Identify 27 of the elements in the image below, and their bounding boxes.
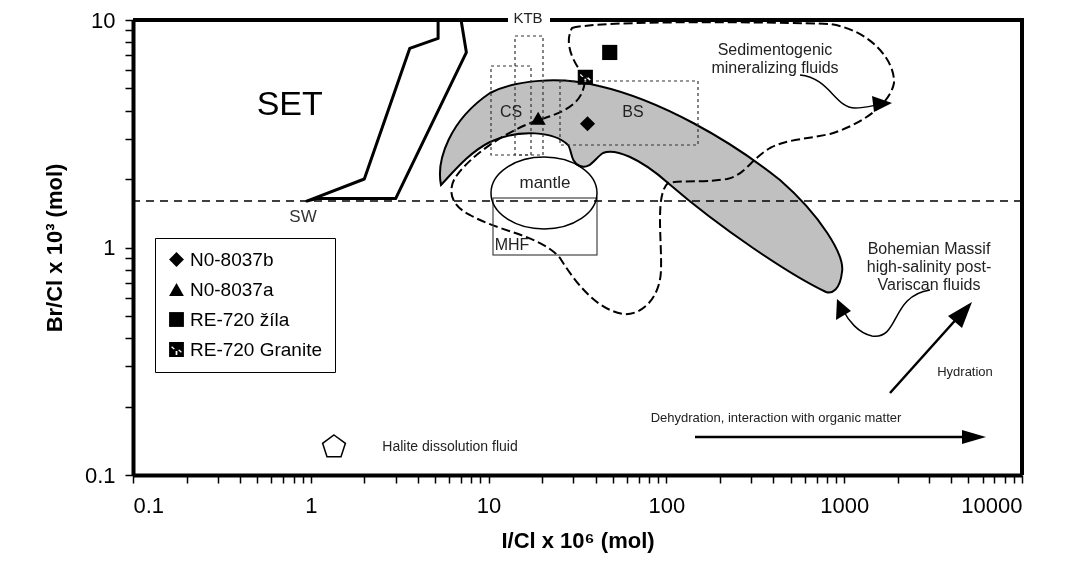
- annotation: CS: [499, 103, 523, 120]
- legend-label: N0-8037b: [190, 248, 274, 270]
- y-tick-label: 10: [91, 7, 116, 33]
- ref-line-label: SW: [289, 207, 317, 227]
- annotation: Sedimentogenic mineralizing fluids: [711, 41, 839, 76]
- annotation: mantle: [519, 173, 571, 192]
- annotation: Bohemian Massif high-salinity post- Variscan fluids: [866, 240, 992, 293]
- x-tick-label: 1000: [820, 492, 870, 518]
- x-tick-label: 100: [648, 492, 686, 518]
- series-label: SET: [256, 84, 323, 123]
- y-axis-title: Br/Cl x 10³ (mol): [41, 163, 67, 333]
- legend-label: N0-8037a: [190, 278, 274, 300]
- x-axis-title: I/Cl x 10⁶ (mol): [501, 527, 655, 553]
- y-tick-label: 1: [103, 235, 116, 260]
- annotation: Halite dissolution fluid: [382, 438, 518, 454]
- x-tick-label: 0.1: [133, 492, 165, 518]
- annotation: Dehydration, interaction with organic matter: [650, 410, 903, 425]
- x-tick-label: 10: [476, 492, 502, 518]
- y-tick-label: 0.1: [84, 462, 116, 488]
- annotation: BS: [622, 103, 644, 120]
- x-tick-label: 10000: [961, 492, 1023, 518]
- annotation: Hydration: [937, 364, 993, 379]
- annotation: KTB: [513, 9, 543, 26]
- legend-label: RE-720 žíla: [190, 308, 290, 330]
- x-tick-label: 1: [305, 492, 318, 518]
- legend-label: RE-720 Granite: [190, 338, 323, 360]
- annotation: MHF: [494, 236, 530, 253]
